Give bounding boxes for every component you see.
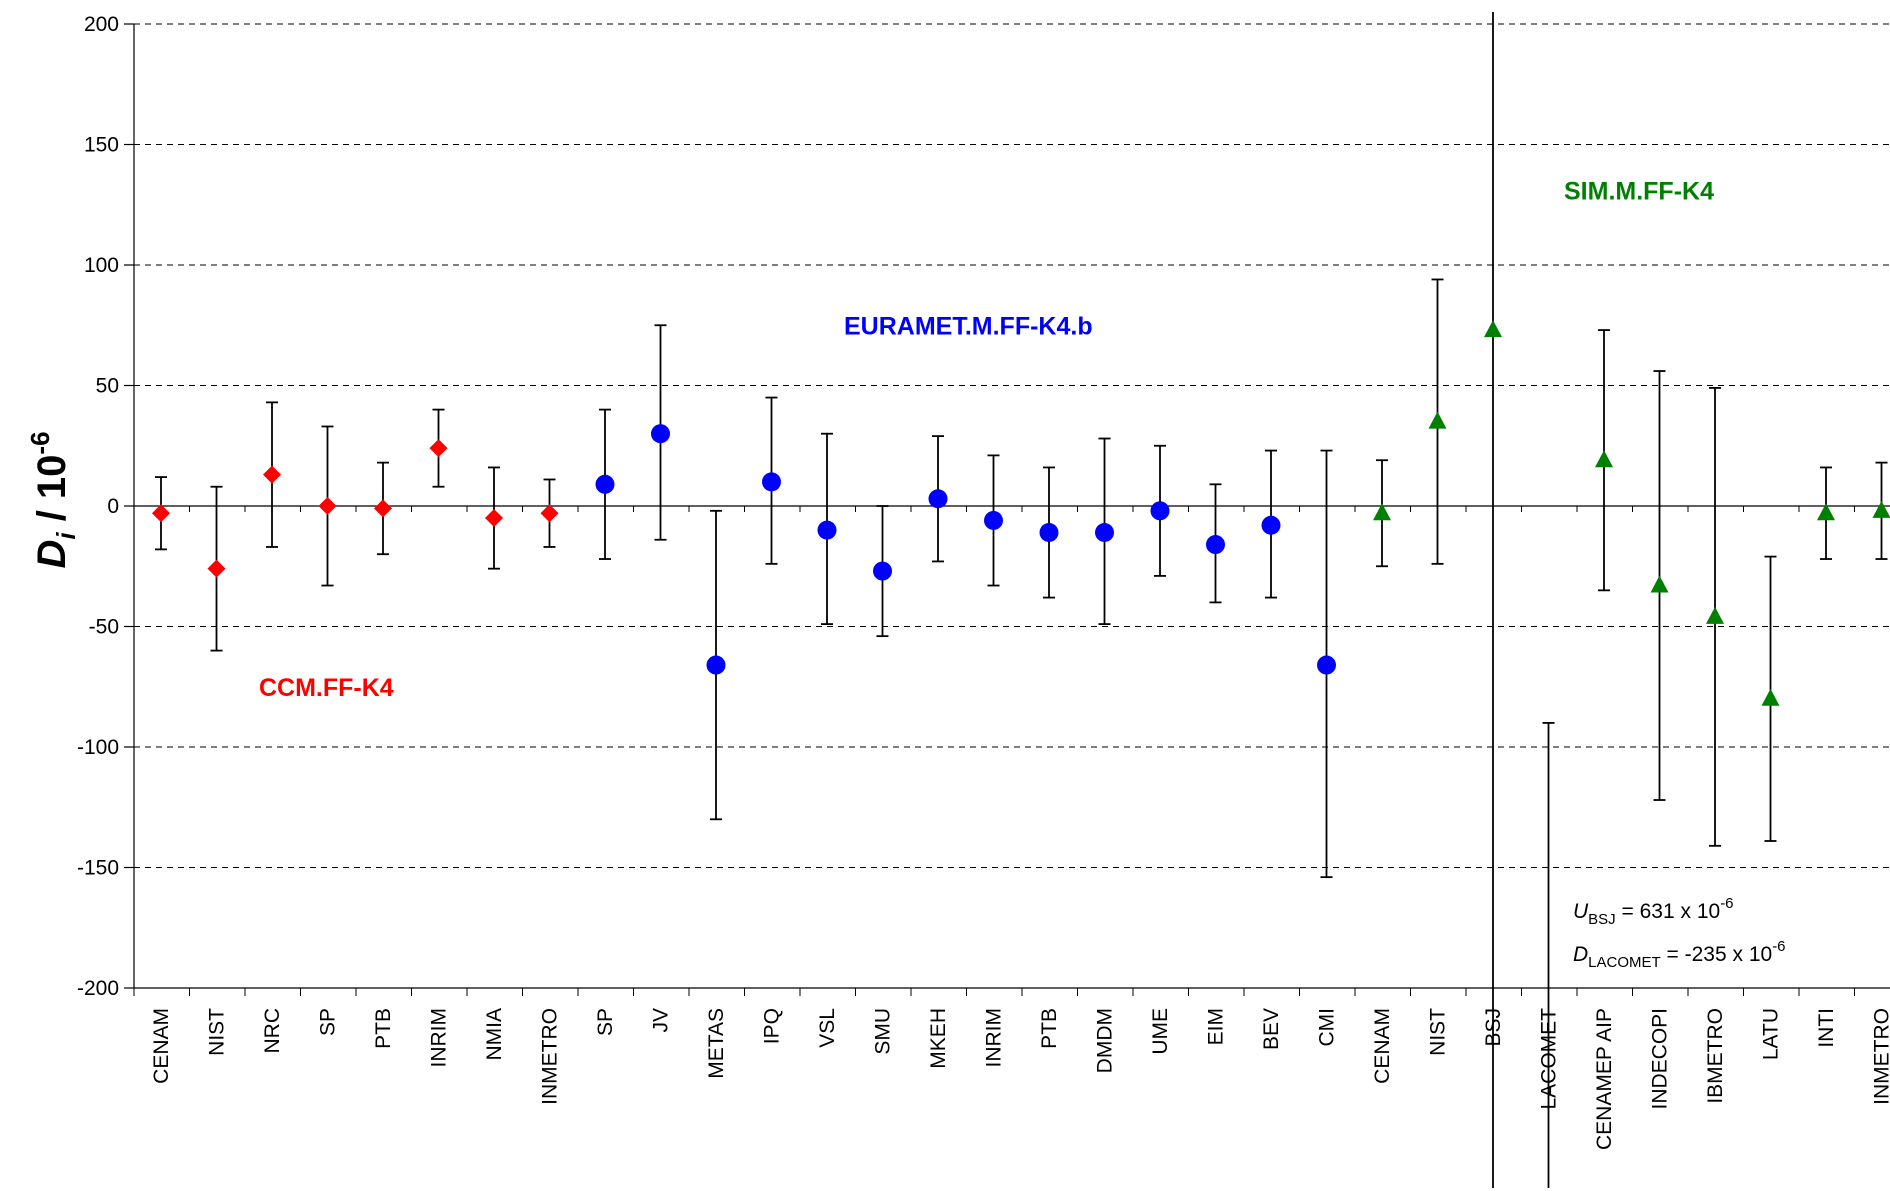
data-point [485, 509, 503, 528]
annotation-dlacomet-text: = -235 x 10 [1661, 943, 1773, 966]
data-point [873, 561, 892, 581]
gridlines [134, 23, 1890, 868]
data-point [651, 424, 670, 444]
annotation-dlacomet-base: D [1573, 943, 1588, 966]
data-point [152, 504, 170, 523]
data-point [1317, 655, 1336, 675]
data-point [1150, 501, 1170, 521]
annotation-ubsj: UBSJ = 631 x 10-6 [1573, 895, 1734, 928]
data-points [152, 320, 1890, 706]
y-tick-label: -150 [77, 857, 119, 880]
category-label: NMIA [483, 1008, 506, 1061]
annotation-ubsj-text: = 631 x 10 [1616, 900, 1721, 923]
data-point [1706, 606, 1724, 624]
data-point [1817, 503, 1835, 521]
axes [124, 23, 1890, 996]
category-label: CENAMEP AIP [1593, 1008, 1616, 1150]
y-tick-label: -100 [77, 736, 119, 759]
data-point [817, 520, 837, 540]
category-label: SMU [872, 1008, 895, 1055]
annotation-ubsj-sub: BSJ [1588, 911, 1616, 928]
category-label: IBMETRO [1704, 1008, 1727, 1104]
data-point [1484, 320, 1502, 338]
y-axis-label-sup: -6 [25, 431, 55, 454]
y-axis-label-sub: i [51, 532, 81, 540]
category-label: UME [1149, 1008, 1172, 1055]
annotation-dlacomet: DLACOMET = -235 x 10-6 [1573, 938, 1786, 971]
data-point [1206, 535, 1225, 555]
data-point [595, 474, 615, 494]
category-label: VSL [816, 1008, 839, 1048]
y-tick-label: -50 [89, 616, 119, 639]
data-point [1373, 503, 1391, 521]
data-point [1872, 500, 1890, 518]
category-label: NIST [1427, 1008, 1450, 1056]
category-label: CMI [1316, 1008, 1339, 1047]
category-label: LATU [1760, 1008, 1783, 1060]
data-point [1039, 523, 1059, 543]
category-label: IPQ [761, 1008, 784, 1044]
annotation-ubsj-sup: -6 [1720, 895, 1733, 912]
category-label: NRC [261, 1008, 284, 1054]
category-label: DMDM [1094, 1008, 1117, 1073]
category-label: INTI [1815, 1008, 1838, 1048]
category-label: SP [594, 1008, 617, 1036]
data-point [263, 465, 281, 484]
annotation-dlacomet-sub: LACOMET [1588, 954, 1661, 971]
category-label: BEV [1260, 1008, 1283, 1050]
category-label: EIM [1205, 1008, 1228, 1045]
category-label: PTB [1038, 1008, 1061, 1049]
y-tick-label: 100 [84, 254, 119, 277]
y-tick-label: 200 [84, 13, 119, 36]
data-point [374, 499, 392, 518]
y-tick-label: -200 [77, 977, 119, 1000]
data-point [984, 510, 1003, 530]
category-label: CENAM [1371, 1008, 1394, 1084]
y-axis-label: Di / 10-6 [25, 431, 81, 568]
y-tick-label: 0 [107, 495, 119, 518]
data-point [1650, 575, 1669, 593]
group-labels: CCM.FF-K4 EURAMET.M.FF-K4.b SIM.M.FF-K4 [259, 177, 1714, 701]
data-point [1595, 450, 1613, 468]
data-point [429, 439, 448, 458]
y-axis-label-base: D [30, 540, 74, 569]
data-point [762, 472, 781, 492]
y-tick-label: 150 [84, 134, 119, 157]
category-label: INDECOPI [1649, 1008, 1672, 1110]
category-label: SP [317, 1008, 340, 1036]
data-point [1261, 515, 1281, 535]
annotation-dlacomet-sup: -6 [1772, 938, 1785, 955]
category-label: INRIM [983, 1008, 1006, 1068]
group-label: EURAMET.M.FF-K4.b [844, 312, 1093, 340]
data-point [540, 504, 559, 523]
category-label: CENAM [150, 1008, 173, 1084]
data-point [318, 497, 337, 515]
data-point [207, 559, 226, 578]
category-label: INMETRO [1871, 1008, 1890, 1105]
category-label: INMETRO [539, 1008, 562, 1105]
data-point [1095, 523, 1114, 543]
category-label: MKEH [927, 1008, 950, 1069]
category-label: METAS [705, 1008, 728, 1079]
data-point [706, 655, 726, 675]
annotation-ubsj-base: U [1573, 900, 1589, 923]
data-point [1428, 411, 1447, 429]
data-point [1761, 688, 1780, 706]
data-point [928, 489, 948, 509]
category-label: JV [650, 1008, 673, 1033]
category-label: PTB [372, 1008, 395, 1049]
annotations: UBSJ = 631 x 10-6 DLACOMET = -235 x 10-6 [1573, 895, 1786, 971]
category-label: INRIM [428, 1008, 451, 1068]
category-labels: CENAM NIST NRC SP PTB INRIM NMIA INMETRO SP JV MET… [150, 1008, 1890, 1150]
category-label: NIST [206, 1008, 229, 1056]
y-tick-label: 50 [96, 375, 119, 398]
group-label: CCM.FF-K4 [259, 674, 394, 702]
group-label: SIM.M.FF-K4 [1564, 177, 1714, 205]
y-tick-labels: -200 -150 -100 -50 0 50 100 150 200 [77, 13, 119, 1000]
y-axis-label-mid: / 10 [30, 455, 74, 533]
